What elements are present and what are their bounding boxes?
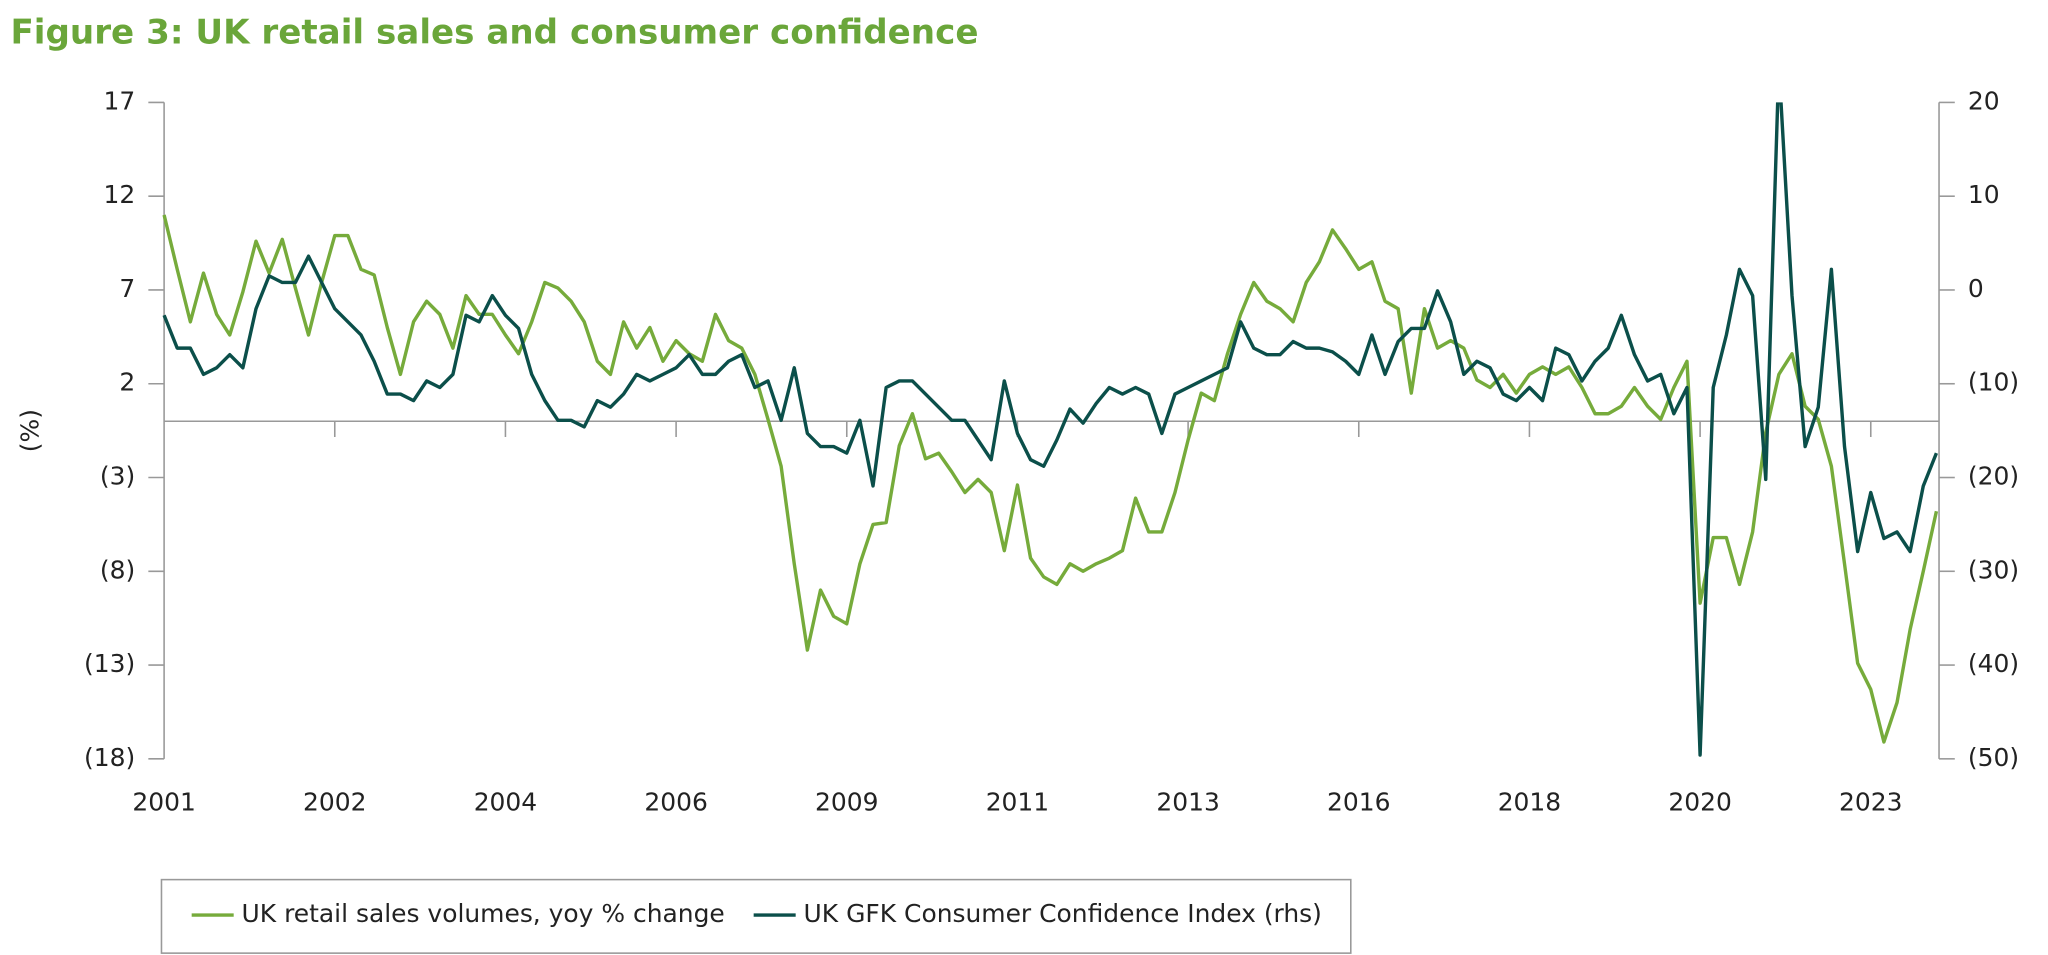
x-tick-label: 2020 (1668, 787, 1731, 816)
x-tick-label: 2002 (303, 787, 366, 816)
x-tick-label: 2001 (132, 787, 195, 816)
y-tick-label: (13) (84, 649, 135, 678)
y2-tick-label: (10) (1968, 368, 2019, 397)
y-axis-label: (%) (16, 409, 45, 452)
y2-tick-label: 10 (1968, 180, 2000, 209)
x-tick-label: 2016 (1327, 787, 1390, 816)
legend-box (160, 878, 1352, 954)
y-tick-label: 7 (119, 274, 135, 303)
legend: UK retail sales volumes, yoy % change UK … (160, 878, 1352, 954)
y2-tick-label: (30) (1968, 555, 2019, 584)
x-tick-label: 2006 (644, 787, 707, 816)
y-tick-label: 2 (119, 368, 135, 397)
y2-tick-label: (40) (1968, 649, 2019, 678)
series-line (162, 102, 1938, 757)
legend-label: UK GFK Consumer Confidence Index (rhs) (804, 899, 1322, 928)
y2-tick-label: 0 (1968, 274, 1984, 303)
y-tick-label: 12 (103, 180, 135, 209)
y-tick-label: (18) (84, 743, 135, 772)
x-tick-label: 2004 (474, 787, 537, 816)
y2-tick-label: (20) (1968, 462, 2019, 491)
y2-tick-label: (50) (1968, 743, 2019, 772)
x-tick-label: 2011 (986, 787, 1049, 816)
x-tick-label: 2018 (1498, 787, 1561, 816)
y-tick-label: (3) (100, 462, 135, 491)
legend-label: UK retail sales volumes, yoy % change (242, 899, 725, 928)
y2-tick-label: 20 (1968, 86, 2000, 115)
chart-title: Figure 3: UK retail sales and consumer c… (11, 13, 979, 53)
x-tick-label: 2009 (815, 787, 878, 816)
series-line (162, 214, 1939, 744)
x-tick-label: 2013 (1156, 787, 1219, 816)
y-tick-label: 17 (103, 86, 135, 115)
x-tick-label: 2023 (1839, 787, 1902, 816)
y-tick-label: (8) (100, 555, 135, 584)
